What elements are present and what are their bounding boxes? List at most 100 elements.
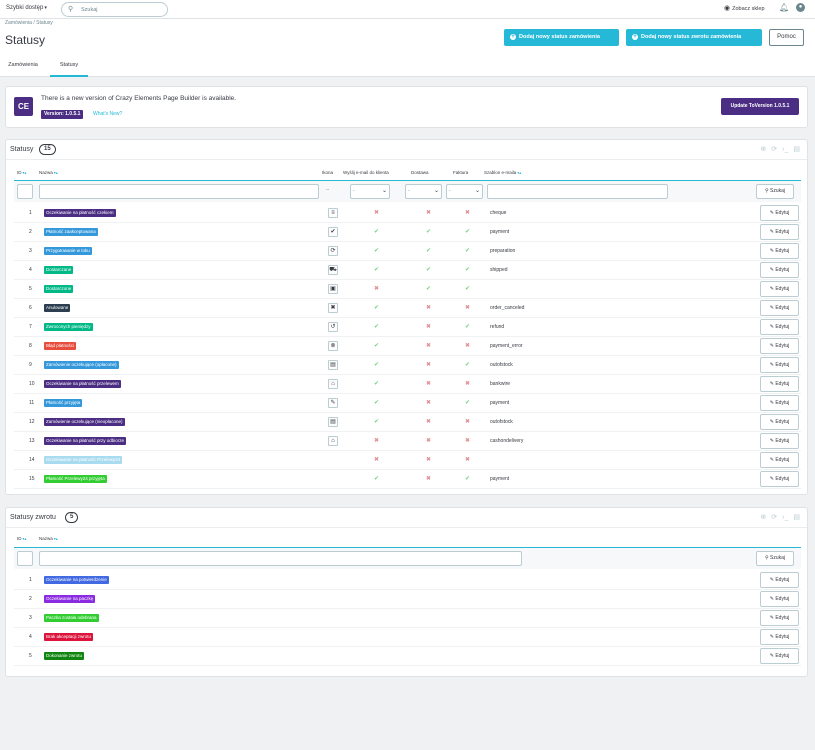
- filter-invoice-select[interactable]: - ⌄: [446, 184, 483, 199]
- edit-button[interactable]: ✎ Edytuj: [760, 572, 799, 588]
- table-row: 13 Oczekiwanie na płatność przy odbiorze ⌂…: [14, 432, 801, 451]
- status-icon: ▤: [328, 417, 338, 427]
- help-button[interactable]: Pomoc: [769, 29, 804, 46]
- edit-button[interactable]: ✎ Edytuj: [760, 433, 799, 449]
- sql-icon[interactable]: ›_: [782, 146, 789, 153]
- edit-button[interactable]: ✎ Edytuj: [760, 471, 799, 487]
- export-icon[interactable]: ▤: [793, 514, 800, 521]
- filter-icon-placeholder: --: [326, 187, 330, 193]
- check-icon: ✔: [374, 267, 380, 273]
- sort-icon[interactable]: ▾▴: [53, 536, 58, 541]
- filter-template-input[interactable]: [487, 184, 668, 199]
- edit-button[interactable]: ✎ Edytuj: [760, 414, 799, 430]
- return-status-label: Paczka została odebrana: [44, 614, 99, 622]
- edit-button[interactable]: ✎ Edytuj: [760, 591, 799, 607]
- edit-button[interactable]: ✎ Edytuj: [760, 281, 799, 297]
- edit-label: Edytuj: [775, 362, 790, 368]
- sort-icon[interactable]: ▾▴: [22, 170, 27, 175]
- status-icon: ✔: [328, 227, 338, 237]
- sort-icon[interactable]: ▾▴: [517, 170, 522, 175]
- status-label: Przygotowanie w toku: [44, 247, 92, 255]
- add-icon[interactable]: ⊕: [760, 146, 767, 153]
- whats-new-link[interactable]: What's New?: [93, 111, 123, 117]
- search-input[interactable]: Szukaj: [81, 7, 98, 13]
- filter-name-input[interactable]: [39, 184, 319, 199]
- cross-icon: ✖: [374, 286, 380, 292]
- edit-button[interactable]: ✎ Edytuj: [760, 300, 799, 316]
- export-icon[interactable]: ▤: [793, 146, 800, 153]
- filter-delivery-select[interactable]: - ⌄: [405, 184, 442, 199]
- search-button[interactable]: ⚲ Szukaj: [756, 184, 794, 199]
- edit-button[interactable]: ✎ Edytuj: [760, 338, 799, 354]
- panel-tools: ⊕ ⟳ ›_ ▤: [755, 145, 800, 153]
- edit-button[interactable]: ✎ Edytuj: [760, 205, 799, 221]
- search-icon: ⚲: [68, 6, 74, 13]
- check-icon: ✔: [374, 419, 380, 425]
- update-button[interactable]: Update ToVersion 1.0.5.1: [721, 98, 799, 115]
- edit-button[interactable]: ✎ Edytuj: [760, 395, 799, 411]
- edit-button[interactable]: ✎ Edytuj: [760, 452, 799, 468]
- check-icon: ✔: [465, 362, 471, 368]
- cross-icon: ✖: [426, 324, 432, 330]
- status-label: Anulowane: [44, 304, 71, 312]
- view-shop-link[interactable]: ◉ Zobacz sklep: [724, 4, 765, 12]
- user-account-icon[interactable]: ●: [796, 3, 805, 12]
- view-shop-label: Zobacz sklep: [732, 6, 765, 12]
- search-button[interactable]: ⚲ Szukaj: [756, 551, 794, 566]
- sort-icon[interactable]: ▾▴: [22, 536, 27, 541]
- table-row: 4 Dostarczane ⛟ ✔ ✔ ✔ shipped ✎ Edytuj: [14, 261, 801, 280]
- filter-send-email-select[interactable]: - ⌄: [350, 184, 390, 199]
- tab-statuses[interactable]: Statusy: [50, 54, 88, 77]
- sort-icon[interactable]: ▾▴: [53, 170, 58, 175]
- filter-id-input[interactable]: [17, 184, 33, 199]
- select-value: -: [408, 188, 410, 194]
- edit-label: Edytuj: [775, 615, 790, 621]
- edit-button[interactable]: ✎ Edytuj: [760, 629, 799, 645]
- quick-access-menu[interactable]: Szybki dostęp▾: [6, 5, 47, 11]
- add-order-status-button[interactable]: + Dodaj nowy status zamówienia: [504, 29, 619, 46]
- edit-button[interactable]: ✎ Edytuj: [760, 224, 799, 240]
- filter-id-input[interactable]: [17, 551, 33, 566]
- notifications-bell-icon[interactable]: 🔔︎: [779, 3, 790, 12]
- pencil-icon: ✎: [769, 248, 776, 254]
- cross-icon: ✖: [426, 457, 432, 463]
- edit-button[interactable]: ✎ Edytuj: [760, 243, 799, 259]
- filter-name-input[interactable]: [39, 551, 522, 566]
- row-id: 4: [29, 634, 32, 640]
- column-headers: ID▾▴ Nazwa▾▴ Ikona Wyślij e-mail do klie…: [6, 170, 807, 180]
- sql-icon[interactable]: ›_: [782, 514, 789, 521]
- pencil-icon: ✎: [769, 577, 776, 583]
- check-icon: ✔: [426, 229, 432, 235]
- status-label: Błąd płatności: [44, 342, 77, 350]
- refresh-icon[interactable]: ⟳: [771, 146, 778, 153]
- email-template: payment_error: [490, 343, 523, 349]
- edit-button[interactable]: ✎ Edytuj: [760, 376, 799, 392]
- col-name[interactable]: Nazwa▾▴: [39, 170, 58, 175]
- edit-button[interactable]: ✎ Edytuj: [760, 610, 799, 626]
- search-box[interactable]: ⚲ Szukaj: [61, 2, 168, 17]
- breadcrumb[interactable]: Zamówienia / Statusy: [5, 20, 53, 26]
- check-icon: ✔: [374, 476, 380, 482]
- add-return-status-button[interactable]: + Dodaj nowy status zwrotu zamówienia: [626, 29, 762, 46]
- row-id: 8: [29, 343, 32, 349]
- refresh-icon[interactable]: ⟳: [771, 514, 778, 521]
- count-badge: 15: [39, 144, 56, 155]
- add-icon[interactable]: ⊕: [760, 514, 767, 521]
- email-template: cashondelivery: [490, 438, 524, 444]
- row-id: 4: [29, 267, 32, 273]
- col-id[interactable]: ID▾▴: [17, 170, 27, 175]
- col-name[interactable]: Nazwa▾▴: [39, 536, 58, 541]
- status-icon: ≡: [328, 208, 338, 218]
- col-template[interactable]: Szablon e-maila▾▴: [484, 170, 521, 175]
- plus-circle-icon: +: [510, 34, 516, 40]
- edit-button[interactable]: ✎ Edytuj: [760, 357, 799, 373]
- status-icon: ▣: [328, 284, 338, 294]
- col-id[interactable]: ID▾▴: [17, 536, 27, 541]
- edit-button[interactable]: ✎ Edytuj: [760, 648, 799, 664]
- edit-button[interactable]: ✎ Edytuj: [760, 319, 799, 335]
- edit-label: Edytuj: [775, 438, 790, 444]
- pencil-icon: ✎: [769, 305, 776, 311]
- status-icon: ✎: [328, 398, 338, 408]
- edit-button[interactable]: ✎ Edytuj: [760, 262, 799, 278]
- tab-orders[interactable]: Zamówienia: [8, 62, 38, 68]
